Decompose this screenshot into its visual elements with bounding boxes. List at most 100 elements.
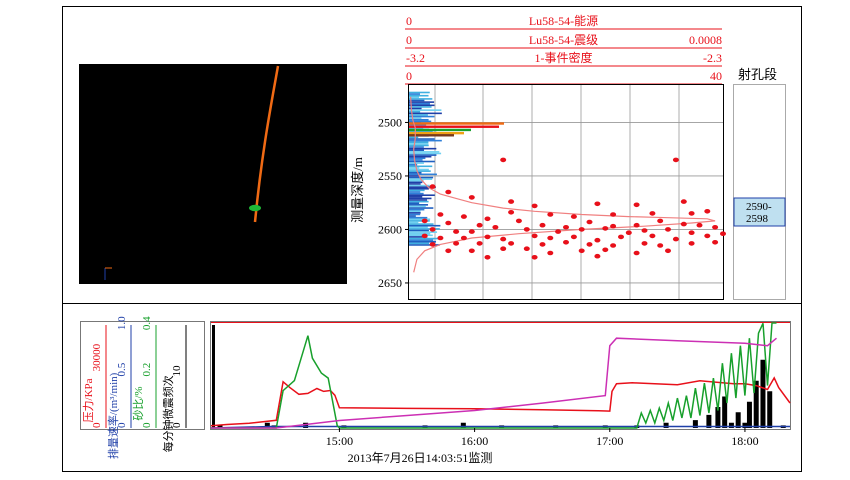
event-point: [429, 184, 436, 189]
event-point: [476, 222, 483, 228]
event-point: [500, 157, 507, 163]
density-bars: [409, 91, 504, 246]
event-point: [696, 222, 703, 228]
perforation-label-line2: 2598: [746, 213, 769, 225]
event-point: [610, 212, 617, 217]
density-bar: [409, 237, 443, 240]
density-bar: [409, 106, 432, 108]
time-axis-ticks: 15:00 16:00 17:00 18:00: [326, 428, 759, 448]
monitoring-caption: 2013年7月26日14:03:51监测: [348, 451, 493, 465]
start-spike-bar: [212, 325, 215, 428]
event-point: [468, 229, 475, 234]
scale-left-1: 0: [406, 33, 412, 47]
event-point: [657, 218, 664, 224]
event-density-curve: [410, 96, 716, 273]
density-bar: [409, 179, 424, 182]
density-bar: [409, 118, 429, 121]
density-bar: [409, 159, 423, 161]
event-point: [688, 230, 695, 235]
perforation-title: 射孔段: [738, 67, 777, 82]
scale-right-2: -2.3: [703, 51, 722, 65]
time-series-plot: 15:00 16:00 17:00 18:00: [210, 321, 791, 448]
density-bar: [409, 224, 441, 227]
density-bar: [409, 200, 429, 203]
event-point: [578, 248, 585, 254]
depth-plot: 2500 2550 2600 2650 测量深度/m: [350, 84, 726, 300]
density-bar: [409, 220, 430, 222]
event-point: [665, 248, 671, 254]
event-point: [460, 235, 467, 241]
density-bar: [409, 239, 434, 241]
density-bar: [409, 141, 429, 144]
event-point: [602, 226, 609, 231]
density-bar: [409, 234, 433, 237]
frequency-bar: [217, 425, 223, 428]
frequency-bar: [264, 422, 270, 428]
density-bar: [409, 165, 433, 168]
event-point: [453, 241, 460, 246]
event-point: [547, 235, 554, 241]
frequency-bar: [746, 401, 752, 428]
density-bar: [409, 205, 426, 208]
density-bar: [409, 94, 429, 97]
event-point: [508, 210, 515, 215]
frequency-bar: [767, 391, 773, 428]
event-point: [618, 234, 624, 240]
scale-title-1: Lu58-54-震级: [529, 33, 598, 47]
perforation-label-line1: 2590-: [746, 201, 772, 213]
frequency-bar: [760, 359, 766, 428]
scale-right-1: 0.0008: [689, 33, 722, 47]
density-bar: [409, 175, 420, 177]
frequency-bar: [706, 414, 712, 428]
density-bar: [409, 202, 420, 205]
view-background: [79, 64, 347, 284]
depth-axis-ticks: 2500 2550 2600 2650: [378, 115, 409, 290]
density-bar: [409, 107, 422, 110]
event-point: [523, 246, 530, 251]
frequency-bar: [303, 422, 309, 428]
event-point: [649, 233, 656, 239]
scale-left-3: 0: [406, 69, 412, 83]
density-bar: [409, 112, 442, 115]
density-bar: [409, 232, 431, 235]
density-bar: [409, 223, 434, 225]
event-point: [633, 250, 640, 256]
event-point: [649, 211, 656, 216]
event-point: [492, 225, 499, 230]
wellbore-trajectory: [253, 65, 280, 223]
density-bar: [409, 213, 421, 216]
density-bar: [409, 196, 423, 198]
event-point: [704, 209, 711, 214]
frequency-bar: [663, 422, 669, 428]
density-bar: [409, 170, 431, 172]
event-point: [445, 248, 452, 254]
event-point: [704, 233, 711, 239]
density-bar: [409, 136, 419, 139]
density-bar: [409, 155, 432, 158]
frequency-bar: [735, 412, 741, 428]
density-bar: [409, 117, 422, 119]
left-axis-tick-2-0: 0: [141, 422, 153, 428]
event-point: [445, 220, 452, 226]
left-axis-tick-1-0: 0: [116, 422, 128, 428]
event-point: [453, 229, 460, 234]
depth-tick-label-1: 2550: [378, 169, 402, 183]
density-bar: [409, 189, 425, 192]
axis-legend-frame: [80, 321, 205, 430]
event-point: [547, 250, 554, 256]
event-point: [672, 236, 679, 242]
density-bar: [409, 91, 430, 94]
event-point: [563, 240, 569, 245]
event-point: [437, 235, 444, 241]
left-axis-tick-2-2: 0.4: [141, 316, 153, 330]
left-axis-tick-1-2: 1.0: [116, 316, 128, 330]
time-tick-label-1: 16:00: [461, 434, 488, 448]
density-bar: [409, 176, 434, 179]
density-bar: [409, 221, 419, 224]
left-axis-tick-0-1: 30000: [91, 343, 103, 371]
scale-left-0: 0: [406, 14, 412, 28]
density-bar: [409, 109, 442, 111]
left-axis-label-3: 每分钟微震频次: [161, 375, 175, 452]
event-point: [508, 199, 515, 204]
density-bar: [409, 191, 421, 193]
